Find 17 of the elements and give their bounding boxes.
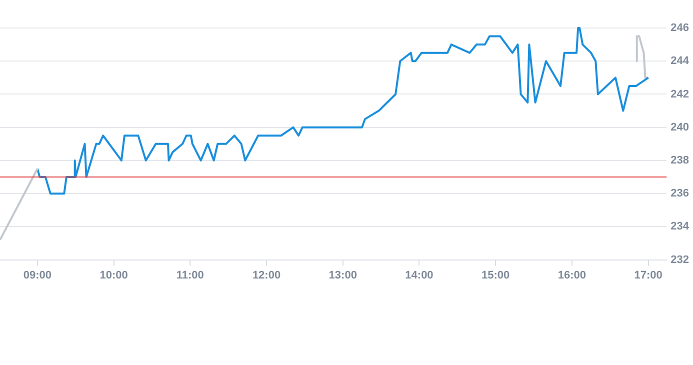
x-tick-label: 15:00 [482,269,510,282]
y-tick-label: 240 [670,121,690,134]
x-tick-label: 12:00 [252,269,281,282]
y-tick-label: 244 [670,55,690,68]
x-tick-label: 13:00 [328,269,357,282]
x-tick-label: 16:00 [558,269,586,282]
y-tick-label: 236 [670,188,690,200]
y-tick-label: 238 [670,154,690,166]
x-tick-label: 14:00 [405,269,434,282]
x-tick-label: 10:00 [100,269,128,282]
y-tick-label: 234 [670,220,690,233]
x-tick-label: 09:00 [23,269,52,282]
y-tick-label: 242 [670,88,690,100]
y-tick-label: 246 [670,22,690,34]
x-tick-label: 11:00 [176,269,204,282]
y-tick-label: 232 [670,254,690,266]
x-tick-label: 17:00 [634,269,662,282]
